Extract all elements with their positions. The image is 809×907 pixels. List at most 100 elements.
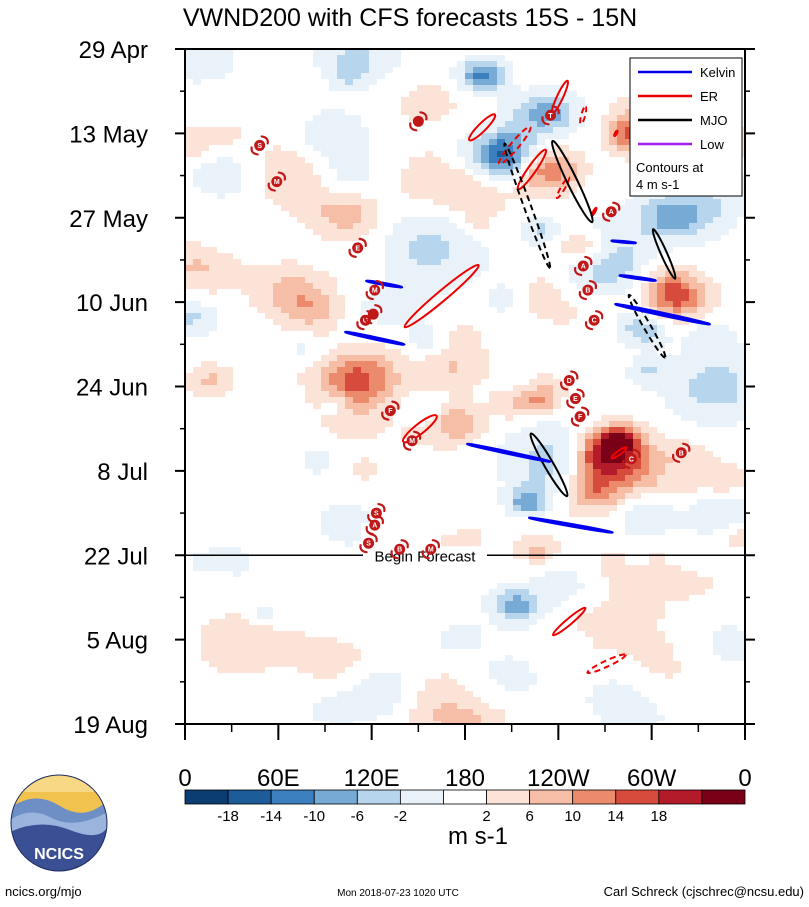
heatmap-cell xyxy=(321,73,329,79)
heatmap-cell xyxy=(657,361,665,367)
heatmap-cell xyxy=(505,433,513,439)
heatmap-cell xyxy=(601,229,609,235)
website-link[interactable]: ncics.org/mjo xyxy=(5,884,82,899)
heatmap-cell xyxy=(449,427,457,433)
heatmap-cell xyxy=(633,259,641,265)
heatmap-cell xyxy=(617,265,625,271)
heatmap-cell xyxy=(393,379,401,385)
heatmap-cell xyxy=(265,277,273,283)
heatmap-cell xyxy=(465,403,473,409)
tropical-cyclone-marker: B xyxy=(672,442,691,463)
heatmap-cell xyxy=(369,433,377,439)
heatmap-cell xyxy=(697,211,705,217)
heatmap-cell xyxy=(393,61,401,67)
heatmap-cell xyxy=(409,163,417,169)
heatmap-cell xyxy=(545,127,553,133)
heatmap-cell xyxy=(425,355,433,361)
cyclone-arm-icon xyxy=(622,448,641,469)
heatmap-cell xyxy=(465,199,473,205)
heatmap-cell xyxy=(633,217,641,223)
heatmap-cell xyxy=(721,325,729,331)
heatmap-cell xyxy=(473,145,481,151)
cyclone-letter: E xyxy=(573,396,578,403)
kelvin-wave-contour xyxy=(344,330,406,346)
heatmap-cell xyxy=(649,655,657,661)
heatmap-cell xyxy=(297,349,305,355)
heatmap-cell xyxy=(385,301,393,307)
heatmap-cell xyxy=(561,451,569,457)
heatmap-cell xyxy=(313,397,321,403)
heatmap-cell xyxy=(545,229,553,235)
heatmap-cell xyxy=(617,691,625,697)
heatmap-cell xyxy=(473,157,481,163)
heatmap-cell xyxy=(457,397,465,403)
heatmap-cell xyxy=(209,619,217,625)
heatmap-cell xyxy=(521,481,529,487)
heatmap-cell xyxy=(601,703,609,709)
heatmap-cell xyxy=(553,307,561,313)
heatmap-cell xyxy=(553,97,561,103)
heatmap-cell xyxy=(601,721,609,724)
heatmap-cell xyxy=(737,355,745,361)
heatmap-cell xyxy=(617,481,625,487)
tropical-cyclone-marker: S xyxy=(359,533,378,554)
heatmap-cell xyxy=(625,199,633,205)
heatmap-cell xyxy=(625,475,633,481)
heatmap-cell xyxy=(529,673,537,679)
heatmap-cell xyxy=(361,55,369,61)
heatmap-cell xyxy=(425,433,433,439)
heatmap-cell xyxy=(633,475,641,481)
heatmap-cell xyxy=(313,61,321,67)
heatmap-cell xyxy=(353,49,361,55)
heatmap-cell xyxy=(625,715,633,721)
heatmap-cell xyxy=(305,121,313,127)
heatmap-cell xyxy=(273,307,281,313)
heatmap-cell xyxy=(313,403,321,409)
heatmap-cell xyxy=(497,127,505,133)
heatmap-cell xyxy=(529,487,537,493)
heatmap-cell xyxy=(353,139,361,145)
heatmap-cell xyxy=(657,661,665,667)
heatmap-cell xyxy=(497,109,505,115)
heatmap-cell xyxy=(705,505,713,511)
heatmap-cell xyxy=(521,661,529,667)
heatmap-cell xyxy=(537,241,545,247)
heatmap-cell xyxy=(409,337,417,343)
heatmap-cell xyxy=(425,709,433,715)
heatmap-cell xyxy=(713,361,721,367)
heatmap-cell xyxy=(297,193,305,199)
heatmap-cell xyxy=(473,199,481,205)
heatmap-cell xyxy=(505,685,513,691)
cyclone-arm-icon xyxy=(560,370,579,391)
heatmap-cell xyxy=(593,217,601,223)
heatmap-cell xyxy=(689,517,697,523)
heatmap-cell xyxy=(657,457,665,463)
heatmap-cell xyxy=(657,217,665,223)
heatmap-cell xyxy=(385,679,393,685)
heatmap-cell xyxy=(305,313,313,319)
heatmap-cell xyxy=(617,457,625,463)
heatmap-cell xyxy=(281,295,289,301)
heatmap-cell xyxy=(689,373,697,379)
heatmap-cell xyxy=(697,361,705,367)
heatmap-cell xyxy=(633,697,641,703)
heatmap-cell xyxy=(305,133,313,139)
heatmap-cell xyxy=(601,265,609,271)
heatmap-cell xyxy=(433,199,441,205)
heatmap-cell xyxy=(465,355,473,361)
heatmap-cell xyxy=(537,559,545,565)
heatmap-cell xyxy=(497,673,505,679)
heatmap-cell xyxy=(609,241,617,247)
heatmap-cell xyxy=(681,277,689,283)
heatmap-cell xyxy=(689,379,697,385)
heatmap-cell xyxy=(497,715,505,721)
heatmap-cell xyxy=(249,655,257,661)
heatmap-cell xyxy=(481,253,489,259)
heatmap-cell xyxy=(353,343,361,349)
heatmap-cell xyxy=(241,283,249,289)
heatmap-cell xyxy=(497,487,505,493)
heatmap-cell xyxy=(649,295,657,301)
heatmap-cell xyxy=(673,295,681,301)
heatmap-cell xyxy=(665,217,673,223)
